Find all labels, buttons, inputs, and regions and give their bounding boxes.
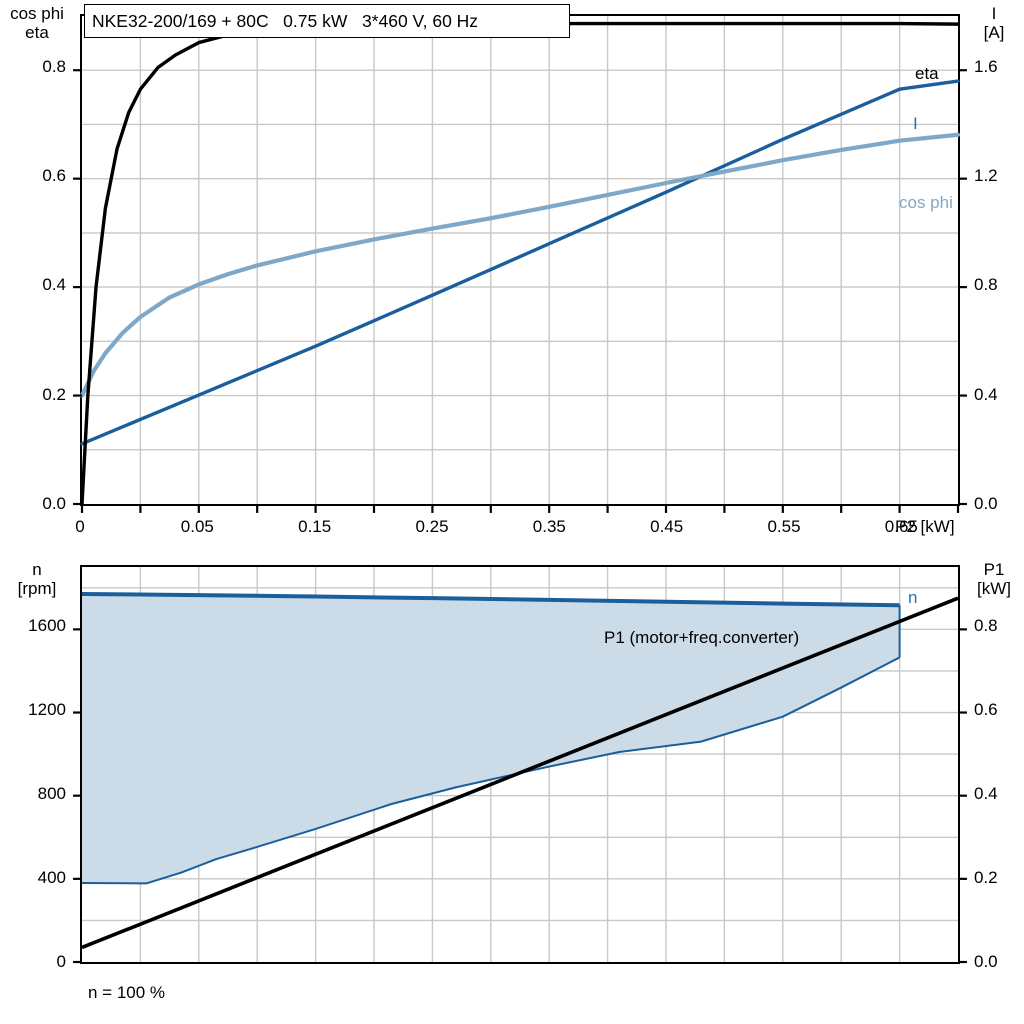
tick-label: 0.6 bbox=[42, 166, 66, 185]
tick-label: 800 bbox=[37, 784, 66, 803]
tick-label: 0.15 bbox=[298, 517, 332, 536]
curve-label-cos-phi: cos phi bbox=[899, 193, 953, 212]
tick-label: 0.05 bbox=[180, 517, 214, 536]
tick-label: 1.2 bbox=[974, 166, 998, 185]
curve-label-p1: P1 (motor+freq.converter) bbox=[604, 628, 800, 647]
curve-label-eta: eta bbox=[915, 64, 939, 83]
tick-label: 0.8 bbox=[974, 275, 998, 295]
bottom-plot-svg bbox=[73, 567, 967, 964]
tick-label: 0.2 bbox=[42, 384, 66, 404]
tick-label: 0.4 bbox=[974, 784, 998, 803]
tick-label: 0.2 bbox=[974, 868, 998, 887]
tick-label: 1.6 bbox=[974, 56, 998, 76]
tick-label: 0.0 bbox=[974, 494, 998, 513]
tick-label: 0.65 bbox=[884, 517, 918, 536]
tick-label: P2 [kW] bbox=[895, 517, 955, 536]
bottom-left-axis-label: n [rpm] bbox=[17, 560, 57, 599]
tick-label: 0 bbox=[75, 517, 85, 536]
tick-label: 0.55 bbox=[767, 517, 801, 536]
top-chart-title: NKE32-200/169 + 80C 0.75 kW 3*460 V, 60 … bbox=[84, 4, 570, 38]
bottom-right-axis-label: P1 [kW] bbox=[977, 560, 1011, 599]
tick-label: 0.25 bbox=[415, 517, 449, 536]
bottom-plot-area bbox=[73, 565, 967, 964]
top-left-axis-label: cos phi eta bbox=[10, 4, 64, 43]
curve-label-speed: n bbox=[908, 588, 918, 607]
tick-label: 0.4 bbox=[42, 275, 66, 295]
tick-label: 0.8 bbox=[974, 616, 998, 635]
tick-label: 0.6 bbox=[974, 700, 998, 719]
tick-label: 0.8 bbox=[42, 56, 66, 76]
tick-label: 0.4 bbox=[974, 384, 998, 404]
bottom-chart-footnote: n = 100 % bbox=[88, 983, 166, 1002]
top-plot-svg bbox=[73, 16, 967, 513]
tick-label: 0.35 bbox=[532, 517, 566, 536]
top-plot-area bbox=[73, 14, 967, 513]
top-right-axis-label: I [A] bbox=[983, 4, 1005, 43]
tick-label: 0.45 bbox=[650, 517, 684, 536]
bottom-chart: n [rpm] P1 [kW] 0 400 800 1200 1600 0.0 0.2 0.4… bbox=[0, 546, 1024, 1024]
tick-label: 0.0 bbox=[42, 494, 66, 513]
curve-label-current: I bbox=[913, 114, 918, 133]
top-chart: cos phi eta I [A] NKE32-200/169 + 80C 0.… bbox=[10, 4, 1005, 536]
tick-label: 1600 bbox=[28, 616, 66, 635]
tick-label: 0.0 bbox=[974, 952, 998, 971]
tick-label: 0 bbox=[56, 952, 66, 971]
tick-label: 1200 bbox=[28, 700, 66, 719]
tick-label: 400 bbox=[37, 868, 66, 887]
